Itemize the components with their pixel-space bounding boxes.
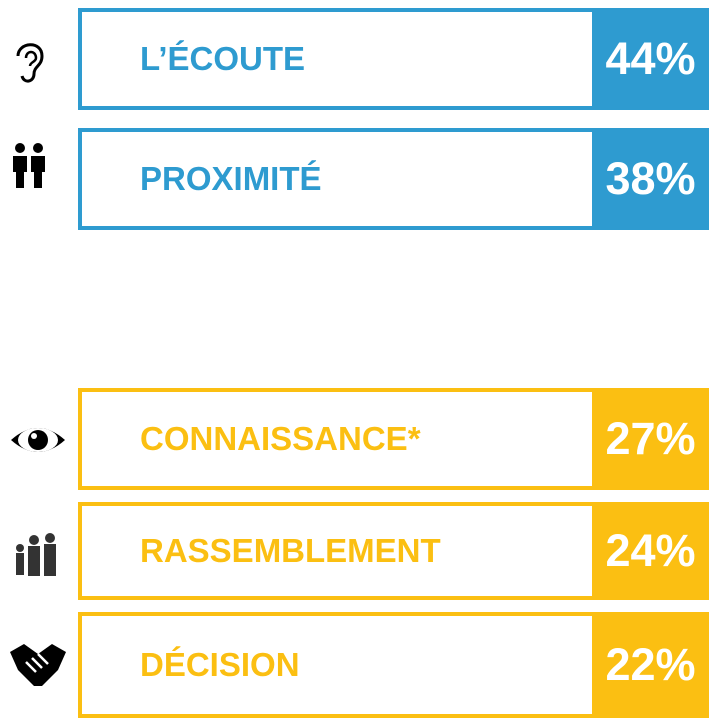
item-label: CONNAISSANCE*: [140, 420, 421, 457]
eye-icon: [11, 428, 65, 452]
item-label: RASSEMBLEMENT: [140, 532, 441, 569]
item-box: DÉCISION 22%: [78, 612, 709, 718]
people-icon: [13, 143, 45, 188]
item-box: RASSEMBLEMENT 24%: [78, 502, 709, 600]
item-label: DÉCISION: [140, 646, 300, 683]
family-icon: [16, 533, 56, 576]
ear-icon: [16, 43, 44, 83]
item-value: 22%: [592, 616, 709, 714]
item-value: 24%: [592, 506, 709, 596]
item-label: PROXIMITÉ: [140, 160, 322, 197]
item-box: PROXIMITÉ 38%: [78, 128, 709, 230]
item-value: 38%: [592, 132, 709, 226]
handshake-icon: [10, 644, 66, 686]
item-label: L’ÉCOUTE: [140, 40, 306, 77]
item-box: L’ÉCOUTE 44%: [78, 8, 709, 110]
item-value: 44%: [592, 12, 709, 106]
item-box: CONNAISSANCE* 27%: [78, 388, 709, 490]
item-value: 27%: [592, 392, 709, 486]
